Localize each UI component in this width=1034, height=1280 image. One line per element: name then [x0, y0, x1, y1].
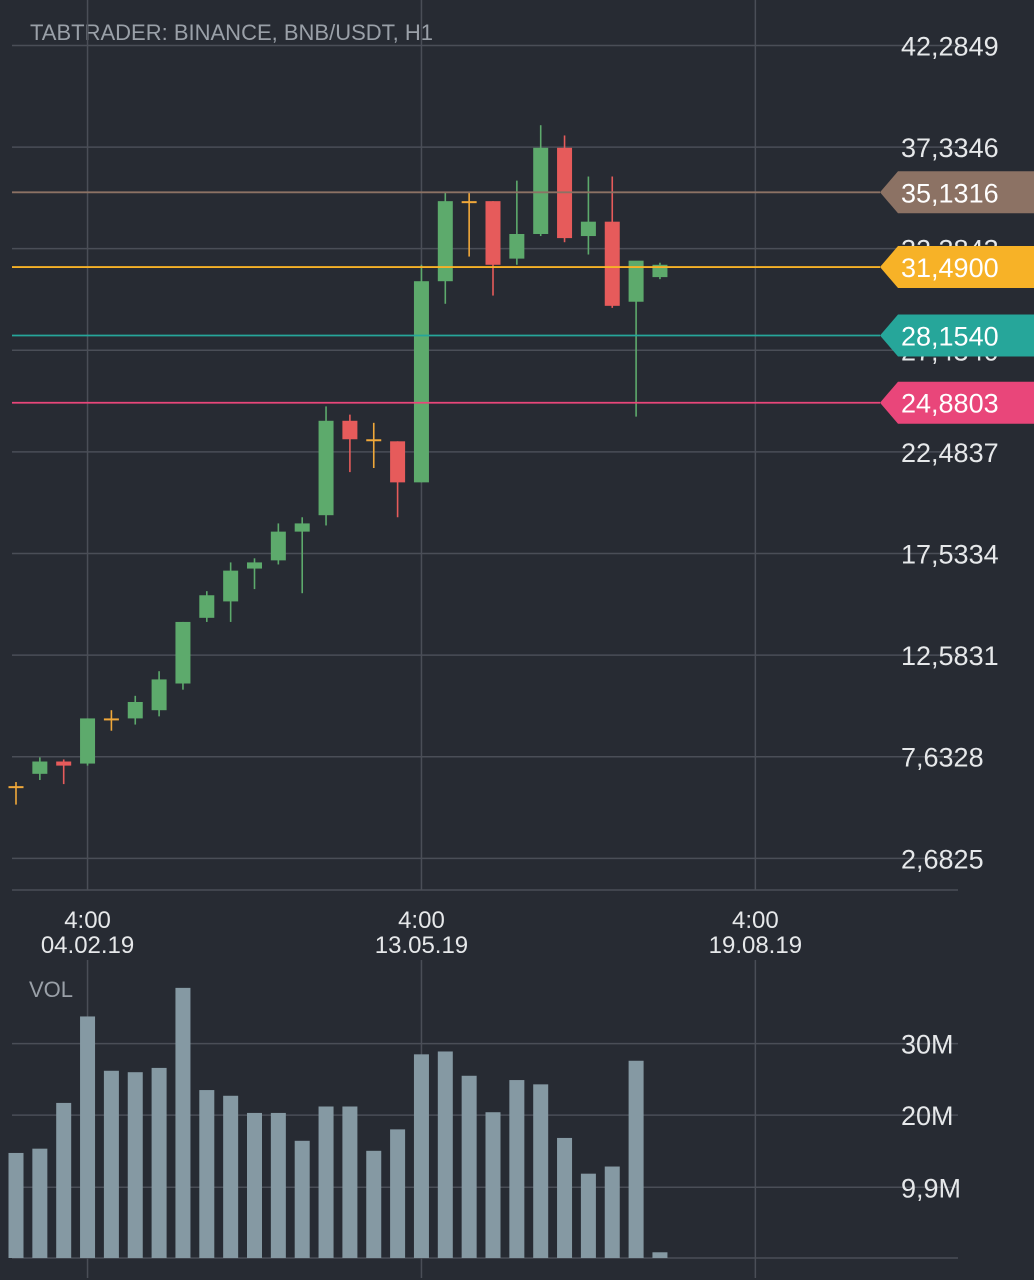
volume-bar[interactable] [127, 1072, 143, 1258]
price-tag-label: 35,1316 [901, 178, 999, 208]
volume-bar[interactable] [175, 987, 191, 1258]
price-tag-label: 28,1540 [901, 322, 999, 352]
candle-body[interactable] [127, 701, 143, 719]
volume-bar[interactable] [628, 1060, 644, 1258]
volume-bar[interactable] [509, 1080, 525, 1258]
vol-y-tick-label: 20M [901, 1101, 954, 1131]
candle-body[interactable] [342, 420, 358, 440]
candle-body[interactable] [223, 570, 239, 602]
candle-body[interactable] [509, 233, 525, 259]
price-tag[interactable] [880, 171, 1034, 214]
volume-bar[interactable] [247, 1112, 262, 1258]
x-tick-time: 4:00 [732, 907, 779, 934]
x-tick-date: 19.08.19 [709, 932, 802, 959]
candle-body[interactable] [366, 439, 382, 442]
volume-bar[interactable] [413, 1054, 429, 1258]
candle-body[interactable] [318, 420, 334, 516]
volume-bar[interactable] [8, 1152, 24, 1258]
price-chart[interactable]: TABTRADER: BINANCE, BNB/USDT, H1 42,2849 3… [0, 0, 1034, 960]
vol-y-tick-label: 9,9M [901, 1173, 961, 1203]
candle-body[interactable] [294, 523, 310, 532]
price-tag[interactable] [880, 381, 1034, 424]
price-tag[interactable] [880, 246, 1034, 289]
y-tick-label: 17,5334 [901, 540, 999, 570]
volume-bar[interactable] [151, 1067, 167, 1258]
volume-bar[interactable] [580, 1173, 596, 1258]
volume-bar[interactable] [390, 1129, 406, 1258]
y-tick-label: 37,3346 [901, 133, 999, 163]
candle-body[interactable] [270, 531, 286, 561]
candle-body[interactable] [461, 201, 477, 204]
volume-bar[interactable] [604, 1166, 620, 1258]
volume-bar[interactable] [342, 1106, 358, 1258]
volume-bar[interactable] [366, 1150, 382, 1258]
x-tick-date: 04.02.19 [41, 932, 134, 959]
candle-body[interactable] [247, 562, 262, 569]
x-tick-time: 4:00 [64, 907, 111, 934]
volume-bar[interactable] [223, 1095, 239, 1258]
volume-bar[interactable] [270, 1112, 286, 1258]
y-tick-label: 42,2849 [901, 31, 999, 61]
volume-bar[interactable] [461, 1075, 477, 1258]
volume-bar[interactable] [56, 1102, 72, 1258]
volume-bar[interactable] [199, 1090, 215, 1258]
chart-title: TABTRADER: BINANCE, BNB/USDT, H1 [30, 20, 433, 45]
volume-bar[interactable] [103, 1070, 119, 1258]
candle-body[interactable] [628, 260, 644, 302]
candle-body[interactable] [8, 786, 24, 789]
candle-body[interactable] [413, 281, 429, 483]
volume-bar[interactable] [32, 1148, 48, 1258]
y-tick-label: 22,4837 [901, 438, 999, 468]
candle-body[interactable] [175, 621, 191, 684]
volume-bar[interactable] [533, 1084, 549, 1258]
volume-bar[interactable] [80, 1016, 96, 1258]
x-tick-date: 13.05.19 [375, 932, 468, 959]
volume-bar[interactable] [318, 1106, 334, 1258]
candle-body[interactable] [103, 718, 119, 721]
price-tag-label: 24,8803 [901, 389, 999, 419]
candle-body[interactable] [533, 147, 549, 234]
candle-body[interactable] [199, 595, 215, 618]
volume-bar[interactable] [437, 1051, 453, 1258]
volume-bar[interactable] [485, 1112, 501, 1258]
volume-bar[interactable] [652, 1252, 668, 1258]
candle-body[interactable] [485, 201, 501, 265]
candle-body[interactable] [56, 761, 72, 766]
volume-label: VOL [29, 977, 73, 1002]
candle-body[interactable] [80, 718, 96, 764]
y-tick-label: 7,6328 [901, 743, 984, 773]
candle-body[interactable] [604, 221, 620, 306]
y-tick-label: 12,5831 [901, 641, 999, 671]
vol-y-tick-label: 30M [901, 1030, 954, 1060]
candle-body[interactable] [580, 221, 596, 237]
candle-body[interactable] [32, 761, 48, 774]
volume-chart[interactable]: VOL 30M 20M 9,9M [0, 960, 1034, 1280]
candle-body[interactable] [390, 441, 406, 483]
price-tag[interactable] [880, 314, 1034, 357]
volume-bar[interactable] [557, 1137, 573, 1258]
price-tag-label: 31,4900 [901, 253, 999, 283]
y-tick-label: 2,6825 [901, 844, 984, 874]
volume-bar[interactable] [294, 1140, 310, 1258]
x-tick-time: 4:00 [398, 907, 445, 934]
candle-body[interactable] [437, 201, 453, 282]
candle-body[interactable] [151, 679, 167, 711]
